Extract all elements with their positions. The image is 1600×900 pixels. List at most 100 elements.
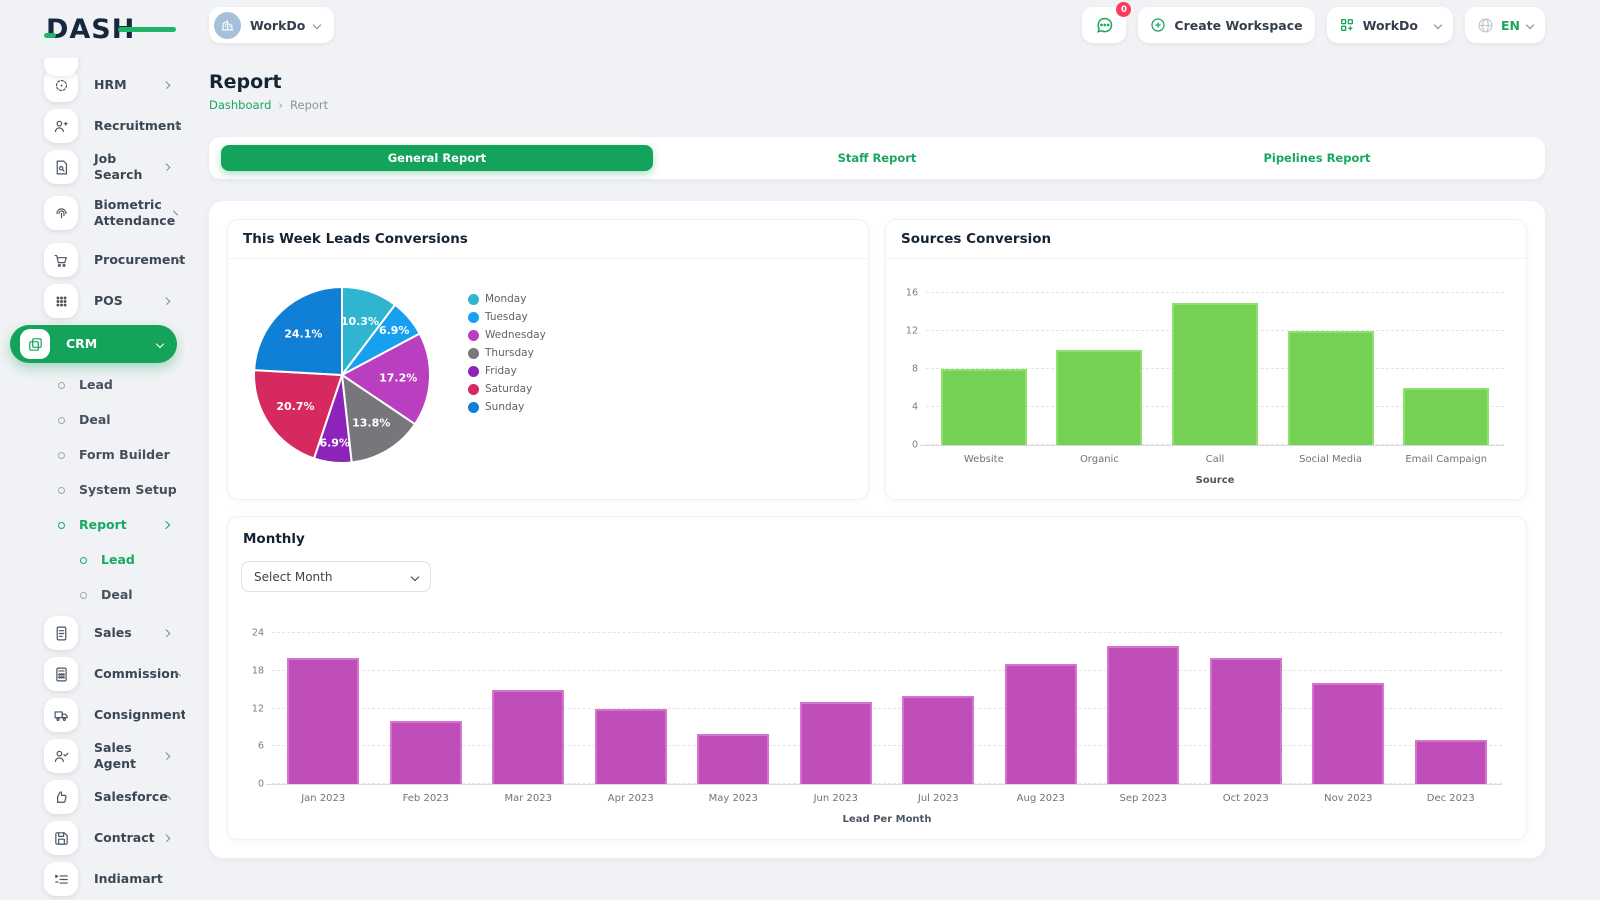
main-area: WorkDo 0 Create Workspace — [185, 0, 1600, 900]
sidebar-item-pos[interactable]: POS — [10, 284, 177, 318]
bar-may-2023 — [697, 733, 770, 784]
breadcrumb-dashboard-link[interactable]: Dashboard — [209, 98, 272, 112]
sidebar-item-sales-agent[interactable]: Sales Agent — [10, 739, 177, 773]
bar-social-media — [1287, 331, 1374, 445]
sidebar-item-indiamart[interactable]: Indiamart — [10, 862, 177, 896]
breadcrumb: Dashboard › Report — [209, 98, 1545, 112]
sidebar-item-salesforce[interactable]: Salesforce — [10, 780, 177, 814]
svg-text:20.7%: 20.7% — [276, 400, 314, 413]
x-axis-label: Dec 2023 — [1426, 793, 1475, 804]
x-axis-title: Lead Per Month — [842, 814, 932, 825]
bar-nov-2023 — [1312, 683, 1385, 784]
sidebar-item-commission[interactable]: Commission — [10, 657, 181, 691]
y-axis-tick: 4 — [911, 401, 918, 413]
legend-label: Sunday — [485, 401, 525, 413]
y-axis-tick: 12 — [905, 325, 918, 337]
legend-dot — [468, 401, 479, 413]
sidebar-item-crm[interactable]: CRM — [10, 325, 177, 363]
sidebar-item-label: CRM — [66, 336, 98, 352]
app-logo: DASH — [44, 14, 186, 46]
chevron-down-icon — [155, 339, 165, 349]
tab-general-report[interactable]: General Report — [221, 145, 653, 171]
sidebar-item-label: Sales Agent — [94, 740, 136, 771]
sources-conversion-card: Sources Conversion 0 4 8 12 16 Website Organic… — [886, 220, 1526, 499]
sidebar-item-deal[interactable]: Deal — [10, 406, 177, 434]
sidebar-item-label: Job Search — [94, 151, 143, 182]
svg-text:6.9%: 6.9% — [379, 324, 410, 337]
workspace-menu-button[interactable]: WorkDo — [1326, 7, 1453, 43]
language-selector[interactable]: EN — [1464, 7, 1545, 43]
cart-icon — [44, 243, 78, 277]
chat-badge: 0 — [1116, 2, 1132, 17]
bar-email-campaign — [1403, 388, 1490, 445]
legend-label: Monday — [485, 293, 527, 305]
sidebar-item-label: Commission — [94, 666, 179, 682]
x-axis-line — [920, 445, 1504, 446]
sidebar-item-contract[interactable]: Contract — [10, 821, 177, 855]
truck-icon — [44, 698, 78, 732]
x-axis-line — [266, 784, 1502, 785]
sidebar-item-sales[interactable]: Sales — [10, 616, 177, 650]
legend-label: Thursday — [485, 347, 534, 359]
gridline — [926, 292, 1504, 293]
legend-dot — [468, 311, 479, 323]
bullet-icon — [80, 591, 87, 599]
x-axis-label: Email Campaign — [1405, 454, 1488, 465]
sidebar-item-hrm[interactable]: HRM — [10, 68, 177, 102]
file-search-icon — [44, 150, 78, 184]
sidebar-item-label: Procurement — [94, 252, 185, 268]
create-workspace-button[interactable]: Create Workspace — [1138, 7, 1315, 43]
bar-apr-2023 — [594, 708, 667, 784]
workspace-avatar — [214, 11, 241, 39]
x-axis-label: May 2023 — [708, 793, 758, 804]
user-check-icon — [44, 739, 78, 773]
sidebar-item-system-setup[interactable]: System Setup — [10, 476, 177, 504]
sidebar-item-label: Form Builder — [79, 447, 170, 463]
messages-button[interactable]: 0 — [1082, 2, 1132, 43]
x-axis-label: Mar 2023 — [504, 793, 553, 804]
bar-website — [940, 369, 1027, 445]
chevron-down-icon — [313, 20, 322, 30]
workspace-switcher[interactable]: WorkDo — [209, 7, 335, 43]
select-month-value: Select Month — [254, 569, 333, 584]
chevron-down-icon — [410, 572, 420, 581]
user-plus-icon — [44, 109, 78, 143]
sidebar-item-consignment[interactable]: Consignment — [10, 698, 185, 732]
sidebar-item-procurement[interactable]: Procurement — [10, 243, 185, 277]
y-axis-tick: 24 — [251, 627, 264, 639]
legend-label: Tuesday — [485, 311, 528, 323]
sidebar-item-form-builder[interactable]: Form Builder — [10, 441, 177, 469]
calculator-icon — [44, 657, 78, 691]
chevron-right-icon — [161, 520, 171, 530]
x-axis-label: Nov 2023 — [1324, 793, 1373, 804]
weekly-leads-title: This Week Leads Conversions — [228, 220, 868, 259]
x-axis-label: Call — [1205, 454, 1225, 465]
x-axis-label: Sep 2023 — [1119, 793, 1167, 804]
tab-pipelines-report[interactable]: Pipelines Report — [1263, 151, 1371, 165]
sidebar-item-report[interactable]: Report — [10, 511, 177, 539]
bar-call — [1171, 302, 1258, 445]
svg-text:24.1%: 24.1% — [284, 328, 322, 341]
sidebar-item-biometric-attendance[interactable]: Biometric Attendance — [10, 191, 179, 235]
x-axis-title: Source — [1195, 475, 1235, 486]
sidebar-item-label: Lead — [79, 377, 113, 393]
sidebar-item-recruitment[interactable]: Recruitment — [10, 109, 181, 143]
topbar-actions: 0 Create Workspace WorkDo — [1082, 2, 1545, 43]
breadcrumb-current: Report — [290, 98, 329, 112]
tab-staff-report[interactable]: Staff Report — [837, 151, 917, 165]
bullet-icon — [58, 486, 65, 494]
select-month-dropdown[interactable]: Select Month — [241, 561, 431, 592]
sidebar-item-job-search[interactable]: Job Search — [10, 150, 177, 184]
legend-item-friday: Friday — [468, 365, 546, 377]
sidebar-item-lead-1[interactable]: Lead — [10, 546, 177, 574]
legend-dot — [468, 365, 479, 377]
gridline — [272, 783, 1502, 784]
gridline — [272, 745, 1502, 747]
monthly-title: Monthly — [243, 531, 305, 547]
svg-text:13.8%: 13.8% — [352, 417, 390, 430]
sidebar-item-lead[interactable]: Lead — [10, 371, 177, 399]
legend-dot — [468, 347, 479, 359]
sidebar-item-deal-1[interactable]: Deal — [10, 581, 177, 609]
workspace-menu-label: WorkDo — [1362, 17, 1418, 33]
cards-icon — [20, 329, 50, 359]
